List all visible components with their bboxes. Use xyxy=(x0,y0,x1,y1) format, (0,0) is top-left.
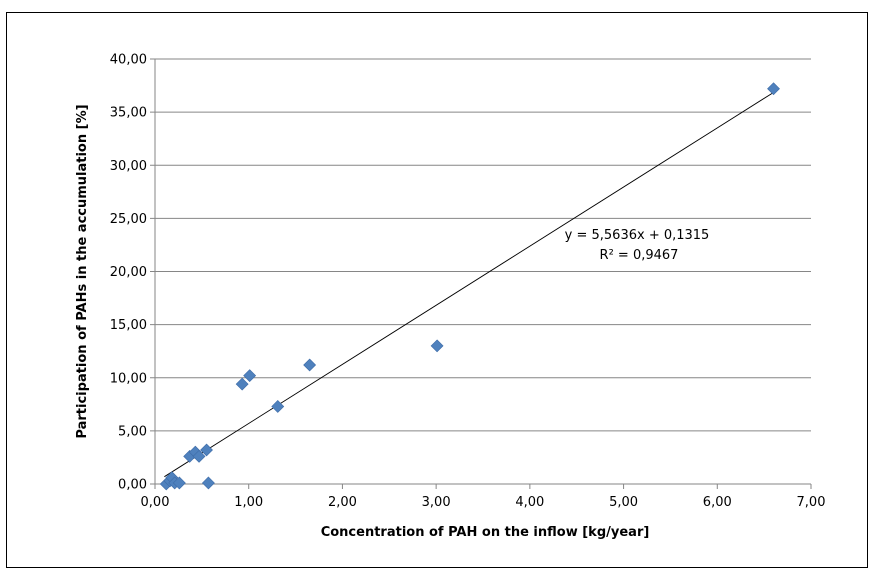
x-tick-labels: 0,00 1,00 2,00 3,00 4,00 5,00 6,00 7,00 xyxy=(141,495,826,510)
x-tick-label: 6,00 xyxy=(703,495,732,510)
chart-frame: 0,00 5,00 10,00 15,00 20,00 25,00 30,00 35,00 40… xyxy=(6,12,868,568)
y-tick-label: 10,00 xyxy=(110,371,147,386)
y-tick-label: 20,00 xyxy=(110,265,147,280)
data-point xyxy=(192,449,206,463)
trendline xyxy=(164,92,774,478)
trendline-equation: y = 5,5636x + 0,1315 xyxy=(565,228,710,243)
data-point xyxy=(767,82,780,96)
y-tick-labels: 0,00 5,00 10,00 15,00 20,00 25,00 30,00 35,00 40… xyxy=(110,53,147,493)
x-axis-title: Concentration of PAH on the inflow [kg/y… xyxy=(321,525,650,540)
x-tick-label: 5,00 xyxy=(609,495,638,510)
axes xyxy=(150,58,812,489)
trendline-r2: R² = 0,9467 xyxy=(600,248,679,263)
x-tick-label: 4,00 xyxy=(515,495,544,510)
data-point xyxy=(243,369,257,383)
y-tick-label: 15,00 xyxy=(110,318,147,333)
data-point xyxy=(172,476,186,490)
data-points xyxy=(159,82,780,491)
data-point xyxy=(271,400,285,413)
y-tick-label: 25,00 xyxy=(110,212,147,227)
x-tick-label: 7,00 xyxy=(797,495,826,510)
y-axis-title: Participation of PAHs in the accumulatio… xyxy=(75,104,90,438)
data-point xyxy=(430,339,444,353)
scatter-chart: 0,00 5,00 10,00 15,00 20,00 25,00 30,00 35,00 40… xyxy=(75,53,826,541)
x-tick-label: 1,00 xyxy=(234,495,263,510)
trendline-group xyxy=(164,92,774,478)
x-tick-label: 2,00 xyxy=(328,495,357,510)
gridlines xyxy=(155,58,811,432)
data-point xyxy=(235,377,249,391)
data-point xyxy=(303,358,317,372)
data-point xyxy=(201,476,215,490)
x-tick-label: 0,00 xyxy=(141,495,170,510)
y-tick-label: 30,00 xyxy=(110,159,147,174)
y-tick-label: 35,00 xyxy=(110,106,147,121)
data-point xyxy=(200,443,213,457)
x-tick-label: 3,00 xyxy=(422,495,451,510)
y-tick-label: 5,00 xyxy=(118,424,147,439)
y-tick-label: 0,00 xyxy=(118,478,147,493)
y-tick-label: 40,00 xyxy=(110,53,147,68)
